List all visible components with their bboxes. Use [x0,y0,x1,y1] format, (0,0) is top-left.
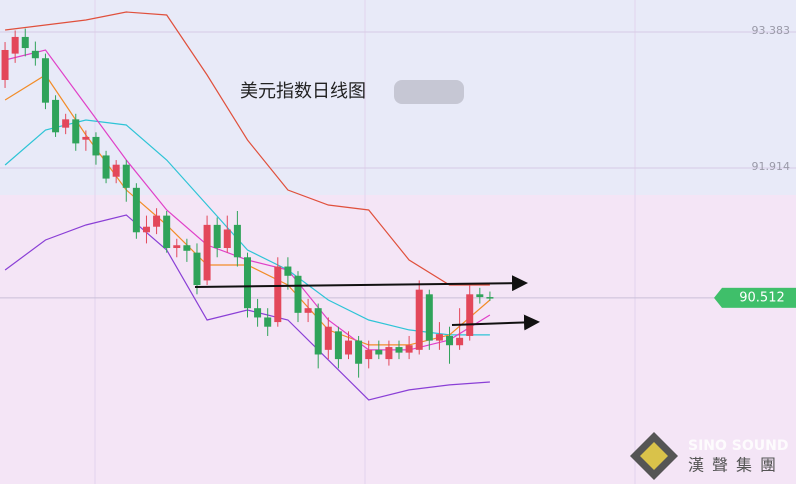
candle-body [31,50,39,59]
watermark-chinese: 漢聲集團 [688,456,784,475]
candle-body [264,317,272,327]
candle-body [334,331,342,360]
candle-body [365,349,373,360]
candle-body [375,349,383,355]
candle-body [476,294,484,298]
candle-body [294,275,302,313]
candle-body [243,257,251,309]
candle-body [254,308,262,318]
watermark-latin: SINO SOUND [688,438,788,454]
candle-body [41,58,49,103]
lower-background [0,195,796,484]
candle-body [466,294,474,336]
current-price-label: 90.512 [739,290,785,305]
arrow [451,314,540,331]
indicator-line [5,11,490,286]
candle-body [233,224,241,258]
candle-body [82,136,90,140]
candle-body [1,49,9,80]
price-tag [722,287,796,308]
candle-body [435,334,443,341]
candle-body [62,119,70,128]
logo-inner [640,442,668,470]
candle-body [213,224,221,249]
candle-body [112,164,120,177]
price-tag-tip [714,287,722,308]
candle-body [284,266,292,276]
chart-title: 美元指数日线图 [240,81,366,102]
candle-body [122,164,130,188]
candle-body [395,347,403,353]
y-tick-label: 91.914 [752,160,791,173]
candle-body [153,215,161,227]
candle-body [456,337,464,346]
blur-box [394,80,464,104]
candle-body [314,308,322,355]
candle-body [92,136,100,156]
candle-body [102,155,110,179]
indicator-line [4,119,490,336]
candle-body [486,297,494,299]
candle-body [355,340,363,364]
candle-body [21,36,29,49]
candle-body [173,245,181,249]
candle-body [405,345,413,353]
candle-body [142,226,150,233]
y-tick-label: 93.383 [752,24,791,37]
candle-body [52,99,60,133]
candle-body [223,229,231,249]
candle-body [425,294,433,341]
candle-body [193,252,201,286]
arrow [194,275,528,292]
candle-body [203,224,211,281]
candle-body [304,308,312,313]
candle-body [11,36,19,54]
candle-body [132,187,140,233]
labels: 93.383 91.914 90.512 [714,24,796,308]
candles [1,28,494,378]
candle-body [274,266,282,323]
candle-body [345,340,353,355]
candle-body [446,335,454,346]
logo: SINO SOUND 漢聲集團 [630,432,788,480]
candle-body [72,119,80,144]
candle-body [415,289,423,350]
candle-body [324,326,332,350]
candle-body [183,245,191,251]
candle-body [385,347,393,360]
candle-body [163,215,171,249]
